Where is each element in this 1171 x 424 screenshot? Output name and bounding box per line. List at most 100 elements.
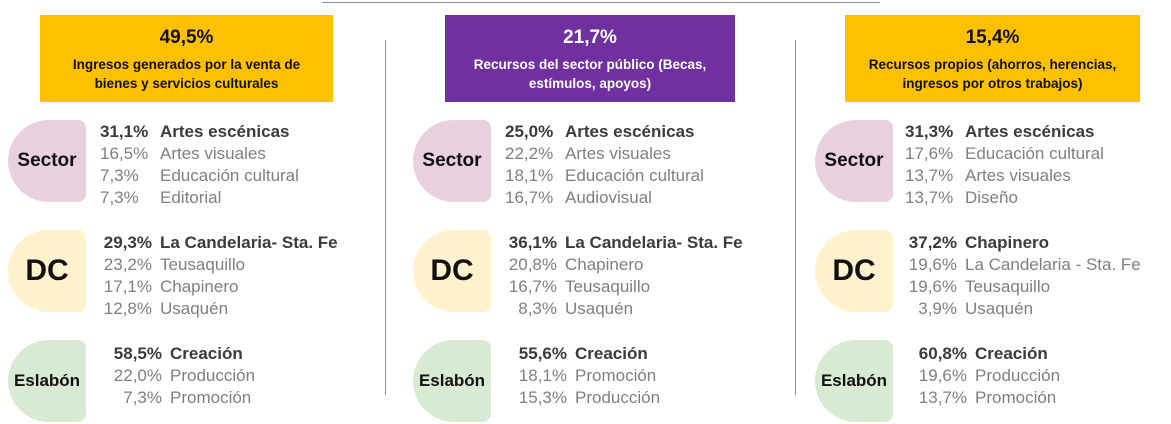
item-percent: 13,7% xyxy=(905,166,954,185)
top-line xyxy=(322,2,880,3)
item-name: Artes visuales xyxy=(565,144,671,163)
item-line: 36,1% La Candelaria- Sta. Fe xyxy=(505,232,743,254)
item-percent: 22,0% xyxy=(113,366,162,385)
item-name: Artes escénicas xyxy=(160,122,290,141)
item-name: Audiovisual xyxy=(565,188,652,207)
item-line: 16,5% Artes visuales xyxy=(100,143,266,165)
item-percent: 36,1% xyxy=(508,233,557,252)
item-percent: 31,1% xyxy=(100,122,149,141)
item-percent: 13,7% xyxy=(918,388,967,407)
header-title: Recursos del sector público (Becas, estí… xyxy=(473,57,707,91)
item-percent: 37,2% xyxy=(908,233,957,252)
item-name: Educación cultural xyxy=(565,166,704,185)
item-percent: 23,2% xyxy=(103,255,152,274)
item-name: Artes escénicas xyxy=(965,122,1095,141)
item-line: 20,8% Chapinero xyxy=(505,254,644,276)
item-line: 3,9% Usaquén xyxy=(905,298,1033,320)
item-name: Artes escénicas xyxy=(565,122,695,141)
item-percent: 3,9% xyxy=(918,299,957,318)
item-name: Chapinero xyxy=(160,277,239,296)
item-percent: 17,6% xyxy=(905,144,954,163)
item-line: 19,6% Producción xyxy=(905,365,1060,387)
item-percent: 58,5% xyxy=(113,344,162,363)
group-label: Sector xyxy=(815,120,893,202)
item-line: 25,0% Artes escénicas xyxy=(505,121,694,143)
item-name: Artes visuales xyxy=(965,166,1071,185)
item-percent: 12,8% xyxy=(103,299,152,318)
item-line: 58,5% Creación xyxy=(100,343,243,365)
item-line: 19,6% La Candelaria - Sta. Fe xyxy=(905,254,1141,276)
group-label: DC xyxy=(413,230,491,312)
group-label: DC xyxy=(8,230,86,312)
item-line: 17,1% Chapinero xyxy=(100,276,239,298)
group-label: Eslabón xyxy=(413,340,491,422)
item-name: Diseño xyxy=(965,188,1018,207)
item-percent: 7,3% xyxy=(100,166,139,185)
item-name: Producción xyxy=(170,366,256,385)
item-line: 17,6% Educación cultural xyxy=(905,143,1104,165)
item-percent: 19,6% xyxy=(918,366,967,385)
group-label: Sector xyxy=(8,120,86,202)
item-percent: 22,2% xyxy=(505,144,554,163)
item-line: 8,3% Usaquén xyxy=(505,298,633,320)
separator xyxy=(795,40,796,395)
item-line: 37,2% Chapinero xyxy=(905,232,1049,254)
item-line: 22,2% Artes visuales xyxy=(505,143,671,165)
item-name: Promoción xyxy=(975,388,1057,407)
item-percent: 16,5% xyxy=(100,144,149,163)
item-percent: 17,1% xyxy=(103,277,152,296)
item-percent: 60,8% xyxy=(918,344,967,363)
group-label: Sector xyxy=(413,120,491,202)
separator xyxy=(385,40,386,395)
item-line: 18,1% Promoción xyxy=(505,365,656,387)
group-label: Eslabón xyxy=(815,340,893,422)
item-line: 7,3% Promoción xyxy=(100,387,251,409)
item-percent: 25,0% xyxy=(505,122,554,141)
item-line: 29,3% La Candelaria- Sta. Fe xyxy=(100,232,338,254)
header-box: 49,5% Ingresos generados por la venta de … xyxy=(40,15,333,102)
item-percent: 8,3% xyxy=(518,299,557,318)
item-line: 55,6% Creación xyxy=(505,343,648,365)
item-percent: 16,7% xyxy=(505,188,554,207)
item-percent: 19,6% xyxy=(908,277,957,296)
item-line: 13,7% Promoción xyxy=(905,387,1056,409)
item-name: Creación xyxy=(975,344,1048,363)
item-percent: 18,1% xyxy=(505,166,554,185)
item-name: La Candelaria- Sta. Fe xyxy=(160,233,338,252)
item-line: 7,3% Editorial xyxy=(100,187,221,209)
item-line: 31,1% Artes escénicas xyxy=(100,121,289,143)
item-line: 13,7% Diseño xyxy=(905,187,1018,209)
item-name: Promoción xyxy=(170,388,252,407)
item-name: Teusaquillo xyxy=(965,277,1051,296)
item-line: 7,3% Educación cultural xyxy=(100,165,299,187)
group-label: Eslabón xyxy=(8,340,86,422)
header-box: 15,4% Recursos propios (ahorros, herencia… xyxy=(845,15,1140,102)
item-name: Teusaquillo xyxy=(565,277,651,296)
item-name: Teusaquillo xyxy=(160,255,246,274)
item-percent: 31,3% xyxy=(905,122,954,141)
item-line: 16,7% Audiovisual xyxy=(505,187,652,209)
item-line: 60,8% Creación xyxy=(905,343,1048,365)
item-percent: 15,3% xyxy=(518,388,567,407)
item-line: 18,1% Educación cultural xyxy=(505,165,704,187)
item-line: 12,8% Usaquén xyxy=(100,298,228,320)
item-name: Usaquén xyxy=(965,299,1034,318)
item-name: Editorial xyxy=(160,188,222,207)
item-name: Creación xyxy=(575,344,648,363)
item-name: La Candelaria - Sta. Fe xyxy=(965,255,1141,274)
item-percent: 29,3% xyxy=(103,233,152,252)
item-percent: 55,6% xyxy=(518,344,567,363)
header-title: Recursos propios (ahorros, herencias, in… xyxy=(868,57,1117,91)
item-name: Promoción xyxy=(575,366,657,385)
item-name: La Candelaria- Sta. Fe xyxy=(565,233,743,252)
item-name: Creación xyxy=(170,344,243,363)
item-percent: 13,7% xyxy=(905,188,954,207)
item-line: 23,2% Teusaquillo xyxy=(100,254,245,276)
header-percent: 49,5% xyxy=(159,27,214,48)
item-percent: 7,3% xyxy=(100,188,139,207)
item-percent: 20,8% xyxy=(508,255,557,274)
item-percent: 7,3% xyxy=(123,388,162,407)
item-percent: 19,6% xyxy=(908,255,957,274)
item-name: Chapinero xyxy=(965,233,1050,252)
item-line: 19,6% Teusaquillo xyxy=(905,276,1050,298)
